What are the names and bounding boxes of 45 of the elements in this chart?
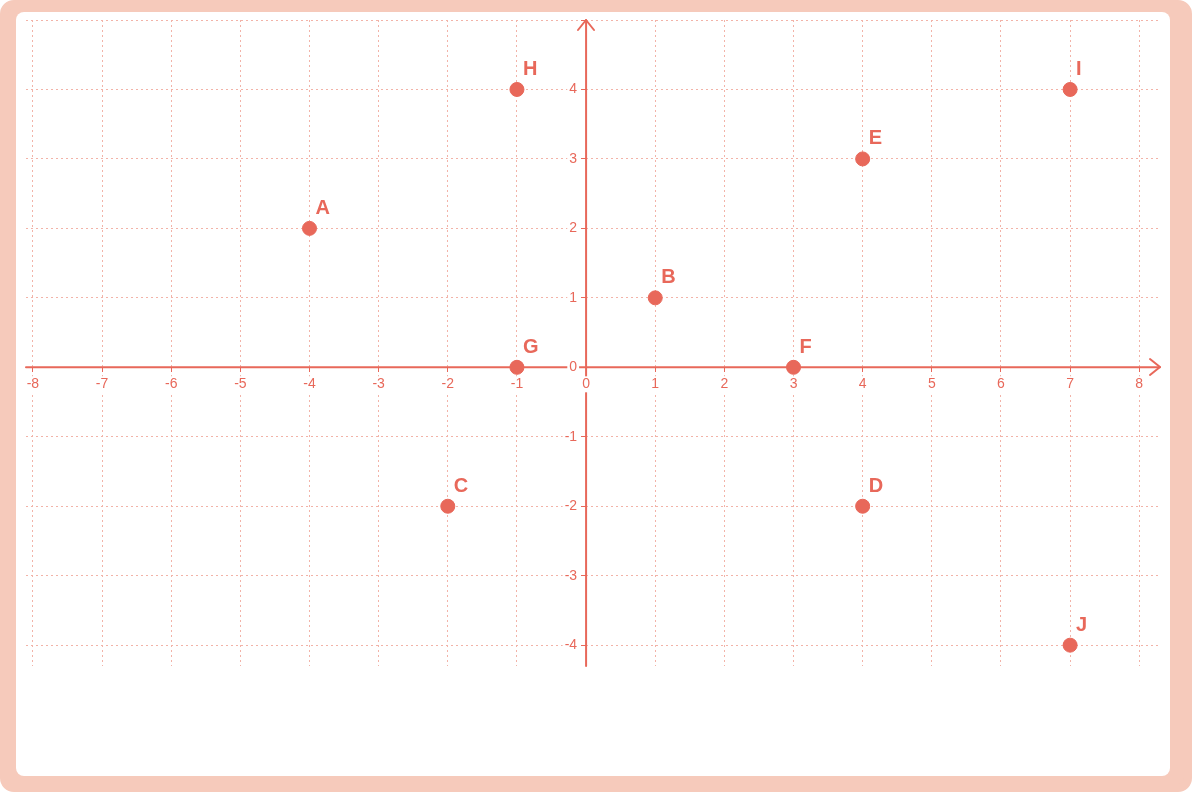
annotation: E bbox=[868, 126, 883, 149]
x-tick-label: 5 bbox=[927, 375, 936, 392]
x-tick-label: -2 bbox=[441, 375, 455, 392]
annotation: F bbox=[799, 334, 812, 357]
annotation: C bbox=[453, 473, 469, 496]
x-tick-label: 7 bbox=[1066, 375, 1075, 392]
y-tick-label: -3 bbox=[564, 566, 578, 583]
y-tick-label: 3 bbox=[569, 149, 578, 166]
y-tick-label: -1 bbox=[564, 427, 578, 444]
x-tick-label: -6 bbox=[164, 375, 178, 392]
point bbox=[855, 151, 871, 167]
y-tick-label: 4 bbox=[569, 80, 578, 97]
x-tick-label: 0 bbox=[582, 375, 591, 392]
point bbox=[440, 498, 456, 514]
y-tick-label: 1 bbox=[569, 288, 578, 305]
x-tick-label: -8 bbox=[26, 375, 40, 392]
annotation: A bbox=[315, 195, 330, 218]
x-tick-label: -7 bbox=[95, 375, 109, 392]
annotation: H bbox=[522, 56, 538, 79]
y-tick-label: 0 bbox=[569, 358, 578, 375]
point bbox=[855, 498, 871, 514]
y-tick-label: -2 bbox=[564, 497, 578, 514]
y-tick-label: -4 bbox=[564, 636, 578, 653]
point bbox=[302, 220, 317, 236]
annotation: I bbox=[1076, 56, 1082, 79]
x-tick-label: -1 bbox=[510, 375, 524, 392]
x-tick-label: -5 bbox=[234, 375, 247, 392]
x-tick-label: 6 bbox=[997, 375, 1006, 392]
annotation: G bbox=[522, 334, 539, 357]
x-tick-label: 2 bbox=[720, 375, 729, 392]
x-tick-label: 1 bbox=[651, 375, 660, 392]
x-tick-label: 3 bbox=[789, 375, 798, 392]
x-tick-label: -4 bbox=[303, 375, 316, 392]
x-tick-label: 8 bbox=[1135, 375, 1144, 392]
point bbox=[1062, 637, 1078, 653]
y-tick-label: 2 bbox=[569, 219, 578, 236]
annotation: B bbox=[661, 265, 676, 288]
x-tick-label: -3 bbox=[372, 375, 386, 392]
point bbox=[509, 81, 525, 97]
x-tick-label: 4 bbox=[858, 375, 867, 392]
annotation: D bbox=[868, 473, 884, 496]
point bbox=[1062, 81, 1078, 97]
point bbox=[786, 359, 802, 375]
point bbox=[647, 290, 663, 306]
annotation: J bbox=[1076, 612, 1088, 635]
